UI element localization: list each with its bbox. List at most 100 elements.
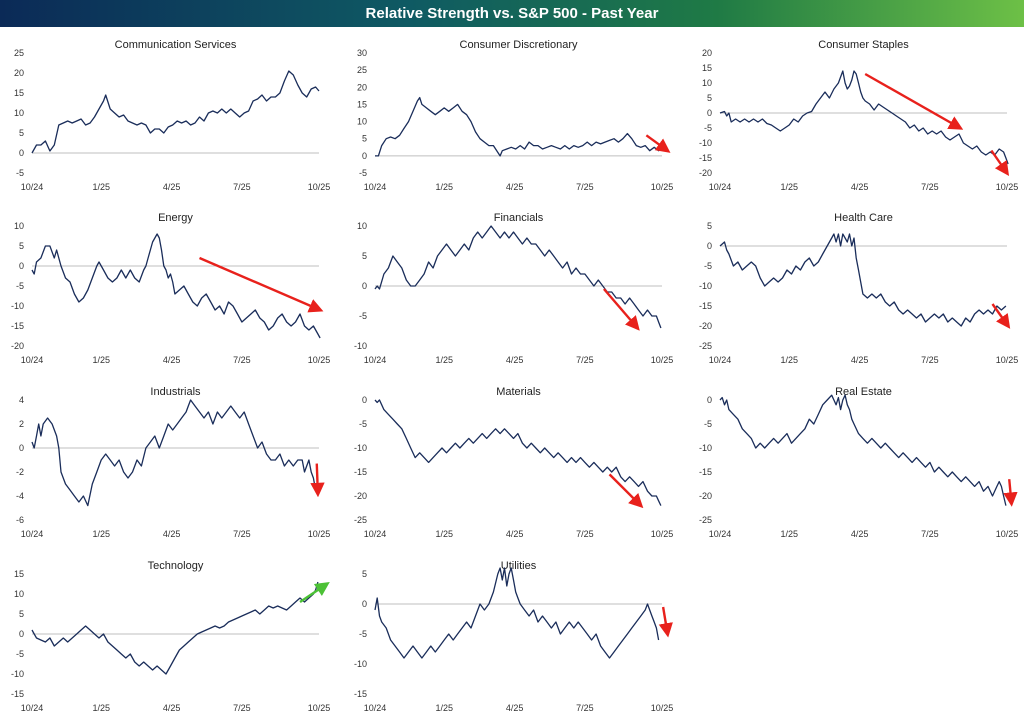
y-tick-label: 20	[14, 68, 24, 78]
series-line	[31, 70, 320, 154]
x-tick-label: 1/25	[92, 703, 110, 713]
x-tick-label: 1/25	[435, 529, 453, 539]
y-tick-label: 20	[357, 82, 367, 92]
y-tick-label: -10	[699, 443, 712, 453]
x-tick-label: 7/25	[576, 355, 594, 365]
trend-down-arrow	[310, 463, 325, 498]
x-tick-label: 1/25	[435, 182, 453, 192]
x-tick-label: 4/25	[163, 182, 181, 192]
y-tick-label: -15	[11, 689, 24, 699]
y-tick-label: -4	[16, 491, 24, 501]
panel-title: Utilities	[501, 560, 537, 572]
x-tick-label: 1/25	[435, 703, 453, 713]
y-tick-label: -15	[699, 301, 712, 311]
x-tick-label: 10/24	[709, 182, 732, 192]
x-tick-label: 1/25	[435, 355, 453, 365]
y-tick-label: 5	[362, 134, 367, 144]
y-tick-label: -10	[699, 138, 712, 148]
series-line	[31, 581, 319, 675]
panel-title: Health Care	[834, 212, 893, 224]
y-tick-label: -5	[359, 168, 367, 178]
y-tick-label: 5	[19, 241, 24, 251]
x-tick-label: 1/25	[780, 355, 798, 365]
x-tick-label: 10/24	[364, 355, 387, 365]
x-tick-label: 1/25	[92, 529, 110, 539]
y-tick-label: -20	[699, 321, 712, 331]
x-tick-label: 4/25	[163, 703, 181, 713]
y-tick-label: -5	[704, 261, 712, 271]
x-tick-label: 4/25	[851, 529, 869, 539]
x-tick-label: 10/24	[364, 182, 387, 192]
x-tick-label: 4/25	[506, 703, 524, 713]
x-tick-label: 10/25	[308, 355, 331, 365]
panel-title: Industrials	[150, 386, 201, 398]
trend-up-arrow	[299, 581, 330, 603]
y-tick-label: -20	[699, 491, 712, 501]
y-tick-label: 0	[707, 395, 712, 405]
panel-title: Real Estate	[835, 386, 892, 398]
series-line	[719, 70, 1009, 165]
y-tick-label: 10	[357, 221, 367, 231]
y-tick-label: -10	[354, 659, 367, 669]
x-tick-label: 4/25	[163, 529, 181, 539]
y-tick-label: 25	[14, 48, 24, 58]
trend-down-arrow	[991, 303, 1011, 329]
y-tick-label: 20	[702, 48, 712, 58]
x-tick-label: 10/24	[21, 529, 44, 539]
y-tick-label: -6	[16, 515, 24, 525]
panel-communication-services: Communication Services -5 0 5 10 15 20 25 10/24 1…	[14, 39, 330, 192]
x-tick-label: 7/25	[921, 182, 939, 192]
trend-down-arrow	[864, 72, 964, 130]
x-tick-label: 10/25	[996, 182, 1019, 192]
y-tick-label: 15	[702, 63, 712, 73]
y-tick-label: -5	[359, 629, 367, 639]
panel-consumer-discretionary: Consumer Discretionary -5 0 5 10 15 20 25 30 10/2…	[357, 39, 673, 192]
x-tick-label: 10/25	[308, 182, 331, 192]
y-tick-label: -15	[354, 467, 367, 477]
y-tick-label: 25	[357, 65, 367, 75]
y-tick-label: 5	[362, 251, 367, 261]
y-tick-label: 2	[19, 419, 24, 429]
trend-down-arrow	[608, 473, 644, 509]
x-tick-label: 1/25	[92, 182, 110, 192]
series-line	[719, 233, 1007, 327]
panel-title: Energy	[158, 212, 193, 224]
y-tick-label: -5	[359, 419, 367, 429]
y-tick-label: -10	[354, 341, 367, 351]
x-tick-label: 7/25	[233, 703, 251, 713]
y-tick-label: 30	[357, 48, 367, 58]
panel-real-estate: Real Estate -25 -20 -15 -10 -5 0 10/24 1/25 4/25 7…	[699, 386, 1018, 539]
series-line	[31, 233, 321, 339]
series-line	[374, 567, 660, 659]
x-tick-label: 7/25	[233, 355, 251, 365]
panel-industrials: Industrials -6 -4 -2 0 2 4 10/24 1/25 4/25 7/25 10/…	[16, 386, 330, 539]
x-tick-label: 10/24	[709, 529, 732, 539]
x-tick-label: 10/25	[308, 529, 331, 539]
y-tick-label: 0	[362, 281, 367, 291]
x-tick-label: 7/25	[576, 703, 594, 713]
y-tick-label: -15	[354, 689, 367, 699]
x-tick-label: 10/24	[364, 529, 387, 539]
y-tick-label: 0	[707, 108, 712, 118]
y-tick-label: 5	[19, 128, 24, 138]
panel-title: Financials	[494, 212, 544, 224]
y-tick-label: -25	[354, 515, 367, 525]
x-tick-label: 10/25	[651, 182, 674, 192]
panel-title: Materials	[496, 386, 541, 398]
y-tick-label: -20	[699, 168, 712, 178]
y-tick-label: 0	[707, 241, 712, 251]
panel-materials: Materials -25 -20 -15 -10 -5 0 10/24 1/25 4/25 7/2…	[354, 386, 673, 539]
panel-health-care: Health Care -25 -20 -15 -10 -5 0 5 10/24 1/25 4/25…	[699, 212, 1018, 365]
series-line	[31, 399, 317, 507]
series-line	[374, 399, 662, 506]
chart-banner-title: Relative Strength vs. S&P 500 - Past Yea…	[0, 0, 1024, 27]
y-tick-label: -10	[11, 301, 24, 311]
x-tick-label: 1/25	[92, 355, 110, 365]
x-tick-label: 10/25	[996, 529, 1019, 539]
y-tick-label: -5	[359, 311, 367, 321]
y-tick-label: -2	[16, 467, 24, 477]
y-tick-label: 0	[362, 599, 367, 609]
y-tick-label: 0	[19, 261, 24, 271]
x-tick-label: 1/25	[780, 182, 798, 192]
